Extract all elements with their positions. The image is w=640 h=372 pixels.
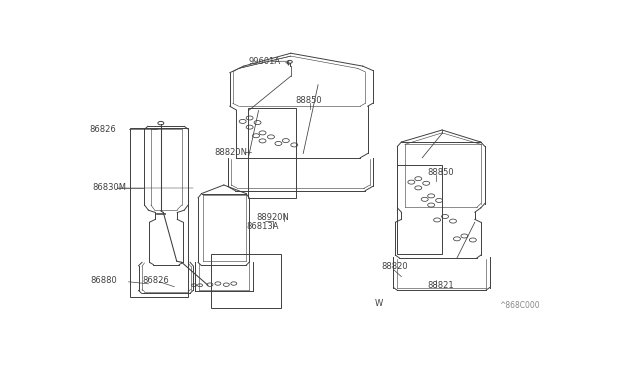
Text: ^868C000: ^868C000 (499, 301, 540, 310)
Text: 88850: 88850 (428, 168, 454, 177)
Bar (211, 254, 281, 308)
Bar (129, 128, 188, 297)
Text: 99601A: 99601A (249, 57, 281, 66)
Text: 88820: 88820 (381, 262, 408, 271)
Text: 86826: 86826 (90, 125, 116, 134)
Text: 88920N: 88920N (256, 214, 289, 222)
Text: 86880: 86880 (90, 276, 117, 285)
Text: 86826: 86826 (142, 276, 169, 285)
Text: W: W (375, 299, 383, 308)
Text: 86813A: 86813A (246, 222, 278, 231)
Text: 88821: 88821 (428, 281, 454, 290)
Text: 88820N: 88820N (214, 148, 247, 157)
Bar (397, 165, 442, 254)
Bar (248, 108, 296, 198)
Text: 88850: 88850 (296, 96, 323, 105)
Text: 86830M: 86830M (92, 183, 126, 192)
